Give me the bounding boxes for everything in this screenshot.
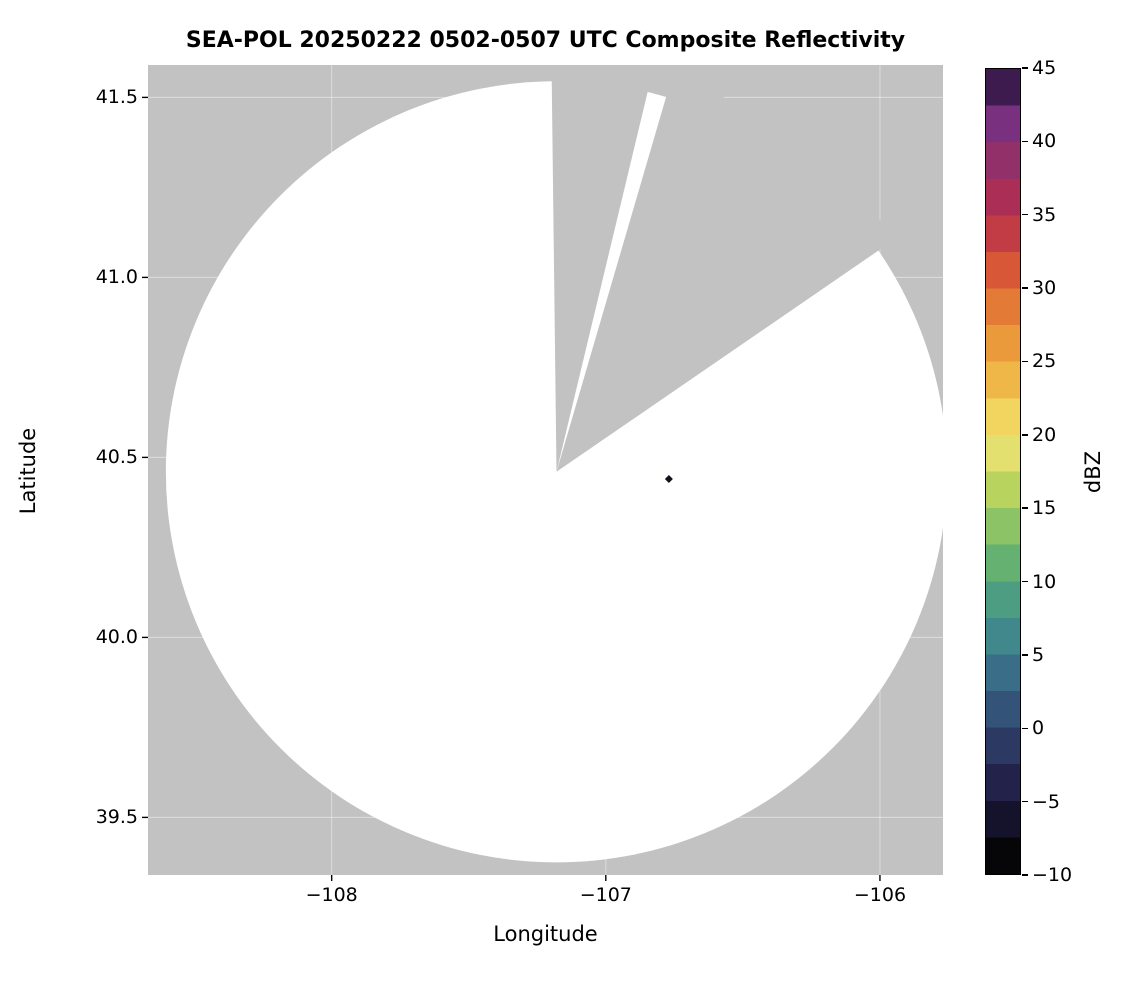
x-axis-label: Longitude [493,922,598,946]
y-axis-label: Latitude [16,427,40,515]
colorbar-tick-label: 25 [1032,350,1057,373]
colorbar-tick-label: −10 [1032,864,1073,886]
plot-area [148,65,943,875]
colorbar-tick-label: 10 [1032,570,1057,593]
chart-title: SEA-POL 20250222 0502-0507 UTC Composite… [185,28,906,53]
colorbar-tick-label: 45 [1032,57,1057,79]
missing-data-sector [556,78,895,472]
colorbar [985,68,1021,875]
reflectivity-point [664,475,673,483]
colorbar-tick-mark [1022,67,1028,69]
colorbar-label: dBZ [1081,450,1105,494]
colorbar-tick-mark [1022,360,1028,363]
colorbar-tick-mark [1022,874,1028,876]
y-tick-label: 40.0 [95,626,138,649]
x-tick-label: −107 [579,884,632,906]
colorbar-tick-mark [1022,727,1028,729]
colorbar-tick-label: 40 [1032,130,1057,153]
colorbar-tick-mark [1022,800,1028,803]
colorbar-tick-mark [1022,507,1028,509]
y-tick-label: 41.0 [95,266,138,289]
colorbar-tick-label: 15 [1032,497,1057,520]
y-tick-label: 40.5 [95,446,138,469]
colorbar-tick-label: 35 [1032,203,1057,226]
x-tick-label: −106 [853,884,907,906]
colorbar-tick-label: −5 [1032,790,1061,813]
x-tick-label: −108 [305,884,358,906]
missing-data-sector [551,65,653,472]
colorbar-tick-mark [1022,214,1028,216]
colorbar-tick-label: 0 [1032,717,1045,740]
colorbar-tick-label: 20 [1032,423,1057,446]
y-tick-label: 41.5 [95,86,138,109]
colorbar-tick-mark [1022,580,1028,583]
colorbar-tick-mark [1022,434,1028,436]
colorbar-tick-mark [1022,140,1028,143]
colorbar-tick-mark [1022,654,1028,656]
colorbar-tick-label: 5 [1032,643,1045,666]
y-tick-label: 39.5 [95,806,138,829]
colorbar-tick-mark [1022,287,1028,289]
colorbar-tick-label: 30 [1032,277,1057,300]
